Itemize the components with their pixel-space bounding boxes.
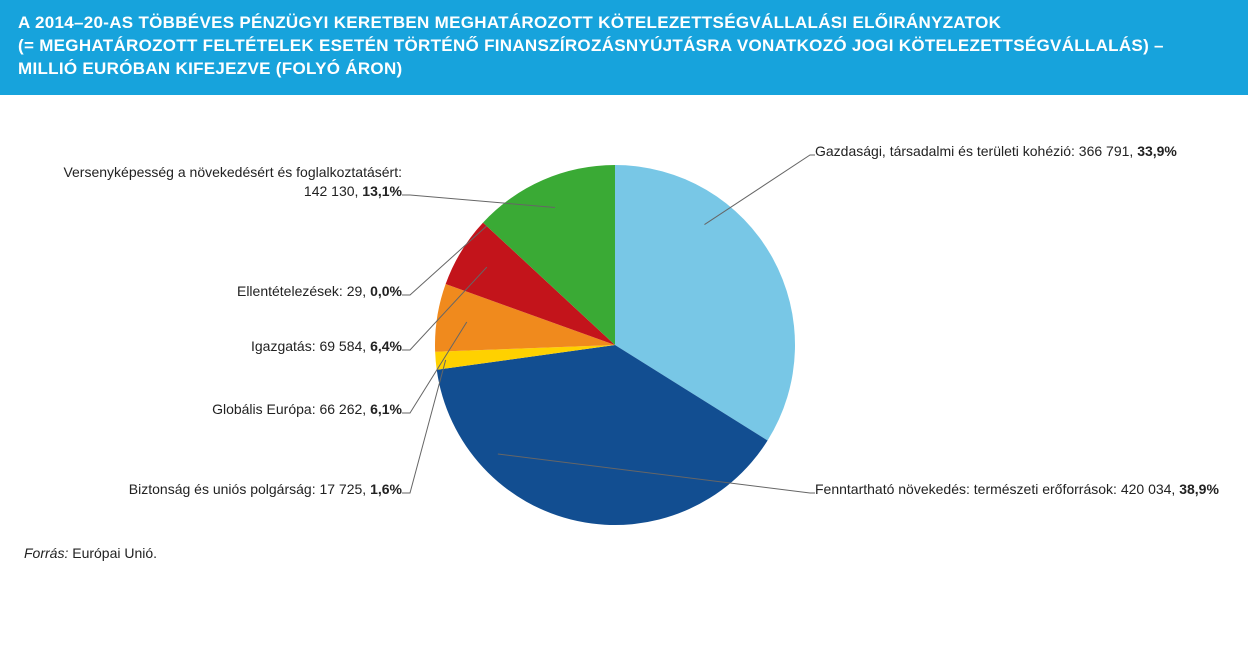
- slice-label-text: Gazdasági, társadalmi és területi kohézi…: [815, 143, 1137, 159]
- source-text: Európai Unió.: [68, 545, 157, 561]
- slice-label-natural: Fenntartható növekedés: természeti erőfo…: [815, 480, 1219, 499]
- slice-label-pct: 38,9%: [1179, 481, 1219, 497]
- header-line-2: (= MEGHATÁROZOTT FELTÉTELEK ESETÉN TÖRTÉ…: [18, 36, 1164, 55]
- slice-label-compensation: Ellentételezések: 29, 0,0%: [237, 282, 402, 301]
- slice-label-pct: 6,1%: [370, 401, 402, 417]
- slice-label-line1: Versenyképesség a növekedésért és foglal…: [63, 164, 402, 180]
- chart-source: Forrás: Európai Unió.: [24, 545, 157, 561]
- slice-label-pct: 33,9%: [1137, 143, 1177, 159]
- slice-label-text: Globális Európa: 66 262,: [212, 401, 370, 417]
- slice-label-security: Biztonság és uniós polgárság: 17 725, 1,…: [129, 480, 402, 499]
- slice-label-pct: 0,0%: [370, 283, 402, 299]
- slice-label-admin: Igazgatás: 69 584, 6,4%: [251, 337, 402, 356]
- leader-cohesion: [704, 155, 815, 225]
- slice-label-cohesion: Gazdasági, társadalmi és területi kohézi…: [815, 142, 1177, 161]
- slice-label-text: 142 130,: [304, 183, 362, 199]
- slice-label-text: Fenntartható növekedés: természeti erőfo…: [815, 481, 1179, 497]
- slice-label-text: Ellentételezések: 29,: [237, 283, 370, 299]
- slice-label-text: Igazgatás: 69 584,: [251, 338, 370, 354]
- slice-label-pct: 13,1%: [362, 183, 402, 199]
- slice-label-global: Globális Európa: 66 262, 6,1%: [212, 400, 402, 419]
- slice-label-pct: 6,4%: [370, 338, 402, 354]
- slice-label-pct: 1,6%: [370, 481, 402, 497]
- slice-label-competitiveness: Versenyképesség a növekedésért és foglal…: [63, 163, 402, 201]
- chart-header: A 2014–20-AS TÖBBÉVES PÉNZÜGYI KERETBEN …: [0, 0, 1248, 95]
- header-line-1: A 2014–20-AS TÖBBÉVES PÉNZÜGYI KERETBEN …: [18, 13, 1001, 32]
- source-label: Forrás:: [24, 545, 68, 561]
- slice-label-text: Biztonság és uniós polgárság: 17 725,: [129, 481, 370, 497]
- header-line-3: MILLIÓ EURÓBAN KIFEJEZVE (FOLYÓ ÁRON): [18, 59, 403, 78]
- chart-area: Forrás: Európai Unió. Gazdasági, társada…: [0, 95, 1248, 575]
